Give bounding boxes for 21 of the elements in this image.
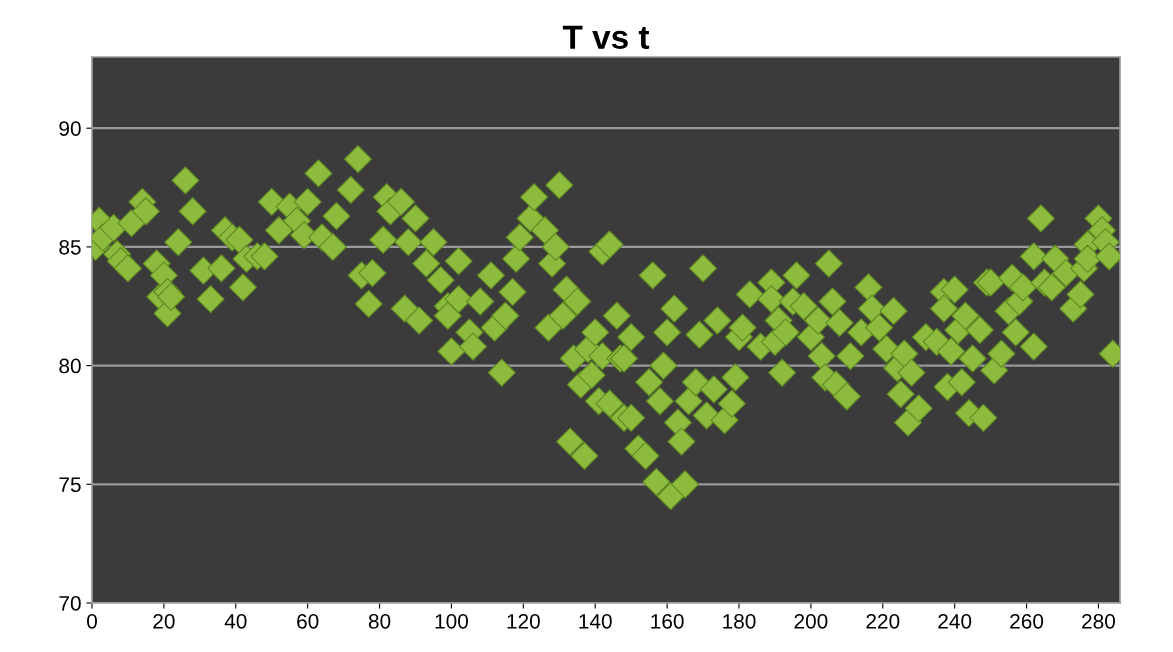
chart-title: T vs t bbox=[562, 25, 650, 49]
x-tick-label: 40 bbox=[224, 613, 247, 629]
x-tick-label: 200 bbox=[794, 613, 828, 629]
y-tick-label: 90 bbox=[59, 121, 81, 136]
y-tick-label: 80 bbox=[59, 358, 81, 374]
x-tick-label: 140 bbox=[579, 613, 612, 629]
x-tick-label: 20 bbox=[153, 613, 175, 629]
x-tick-label: 220 bbox=[866, 613, 900, 629]
y-tick-label: 85 bbox=[59, 239, 81, 255]
x-tick-label: 160 bbox=[651, 613, 684, 629]
x-tick-label: 0 bbox=[87, 613, 97, 629]
x-tick-label: 280 bbox=[1082, 613, 1115, 629]
x-tick-label: 180 bbox=[723, 613, 756, 629]
x-tick-label: 240 bbox=[938, 613, 972, 629]
y-tick-label: 75 bbox=[59, 477, 81, 493]
x-tick-label: 120 bbox=[507, 613, 540, 629]
x-tick-label: 260 bbox=[1010, 613, 1044, 629]
x-tick-label: 80 bbox=[368, 613, 391, 629]
x-tick-label: 100 bbox=[435, 613, 469, 629]
y-tick-label: 70 bbox=[59, 596, 81, 611]
x-tick-label: 60 bbox=[297, 613, 319, 629]
